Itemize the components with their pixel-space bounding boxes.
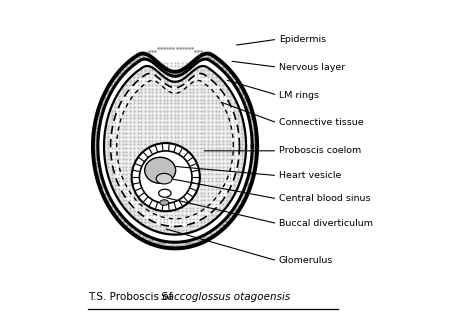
Ellipse shape <box>159 189 171 197</box>
Ellipse shape <box>145 157 176 183</box>
Text: T.S. Proboscis of: T.S. Proboscis of <box>88 292 176 302</box>
Text: Central blood sinus: Central blood sinus <box>279 194 370 203</box>
Ellipse shape <box>132 143 200 211</box>
Text: Saccoglossus otagoensis: Saccoglossus otagoensis <box>161 292 291 302</box>
Polygon shape <box>117 80 233 219</box>
Polygon shape <box>110 73 239 226</box>
Polygon shape <box>93 53 257 248</box>
Text: Buccal diverticulum: Buccal diverticulum <box>279 219 373 228</box>
Polygon shape <box>98 59 252 242</box>
Text: Nervous layer: Nervous layer <box>279 63 345 72</box>
Polygon shape <box>104 66 246 235</box>
Text: Proboscis coelom: Proboscis coelom <box>279 146 361 155</box>
Text: LM rings: LM rings <box>279 90 319 100</box>
Text: Heart vesicle: Heart vesicle <box>279 171 341 180</box>
Text: Glomerulus: Glomerulus <box>279 256 333 265</box>
Text: Connective tissue: Connective tissue <box>279 118 364 127</box>
Ellipse shape <box>156 173 172 184</box>
Ellipse shape <box>160 200 169 205</box>
Ellipse shape <box>139 151 192 203</box>
Text: Epidermis: Epidermis <box>279 35 326 44</box>
